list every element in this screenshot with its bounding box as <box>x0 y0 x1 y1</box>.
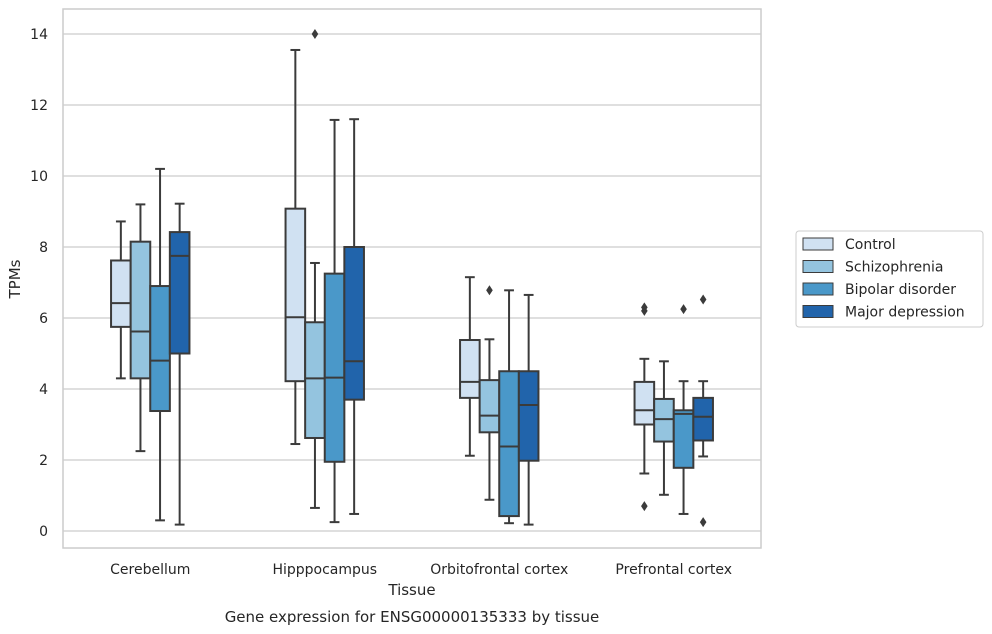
box-iqr <box>498 370 520 518</box>
outlier-point <box>311 29 319 39</box>
box-iqr <box>129 240 152 380</box>
x-axis-ticks: Cerebellum Hipppocampus Orbitofrontal cort… <box>110 562 732 578</box>
box-iqr <box>168 231 191 355</box>
box-group <box>653 360 675 496</box>
x-tick-label: Hipppocampus <box>272 562 377 578</box>
box-group <box>633 302 656 512</box>
box-group <box>343 118 365 515</box>
box-iqr <box>517 370 540 462</box>
x-tick-label: Cerebellum <box>110 562 190 578</box>
box-iqr <box>478 379 501 434</box>
box-iqr <box>653 397 675 443</box>
box-iqr <box>343 246 365 401</box>
box-iqr <box>304 321 326 439</box>
box-group <box>284 48 307 446</box>
y-axis-ticks: 0 2 4 6 8 10 12 14 <box>30 27 48 540</box>
box-iqr <box>692 396 714 442</box>
legend-items: Control Schizophrenia Bipolar disorder Majo… <box>802 237 965 321</box>
y-axis-label: TPMs <box>6 259 24 299</box>
legend-swatch <box>802 305 834 318</box>
x-axis-label: Tissue <box>387 581 435 599</box>
legend-label: Bipolar disorder <box>845 282 956 298</box>
box-iqr <box>459 339 481 399</box>
box-group <box>110 220 132 380</box>
box-iqr <box>110 259 132 328</box>
box-iqr <box>323 272 346 463</box>
box-group <box>168 202 191 526</box>
outlier-point <box>699 294 707 305</box>
y-tick-label: 14 <box>30 27 48 43</box>
legend-label: Major depression <box>845 305 965 321</box>
y-tick-label: 0 <box>39 524 48 540</box>
legend-label: Schizophrenia <box>845 260 943 276</box>
x-tick-label: Prefrontal cortex <box>615 562 732 578</box>
legend-frame <box>795 230 984 328</box>
chart-caption: Gene expression for ENSG00000135333 by t… <box>225 608 600 626</box>
y-tick-label: 4 <box>39 382 48 398</box>
box-iqr <box>672 409 695 469</box>
y-tick-label: 12 <box>30 98 48 114</box>
box-group <box>459 276 481 457</box>
box-iqr <box>633 380 656 426</box>
y-tick-label: 2 <box>39 453 48 469</box>
plot-frame <box>62 8 762 549</box>
box-group <box>129 203 152 453</box>
legend-swatch <box>802 260 834 273</box>
outlier-point <box>641 302 648 313</box>
legend-label: Control <box>845 237 896 253</box>
boxes <box>110 29 714 528</box>
x-tick-label: Orbitofrontal cortex <box>430 562 568 578</box>
outlier-point <box>680 304 687 315</box>
outlier-point <box>486 285 493 296</box>
box-iqr <box>284 207 307 383</box>
legend-swatch <box>802 282 834 296</box>
y-tick-label: 6 <box>39 311 48 327</box>
box-group <box>517 293 540 526</box>
box-group <box>692 294 714 528</box>
outlier-point <box>641 501 648 512</box>
y-tick-label: 10 <box>30 169 48 185</box>
y-tick-label: 8 <box>39 240 48 256</box>
box-iqr <box>149 285 171 413</box>
outlier-point <box>699 517 707 528</box>
legend-swatch <box>802 237 834 251</box>
legend: Control Schizophrenia Bipolar disorder Majo… <box>795 230 984 328</box>
